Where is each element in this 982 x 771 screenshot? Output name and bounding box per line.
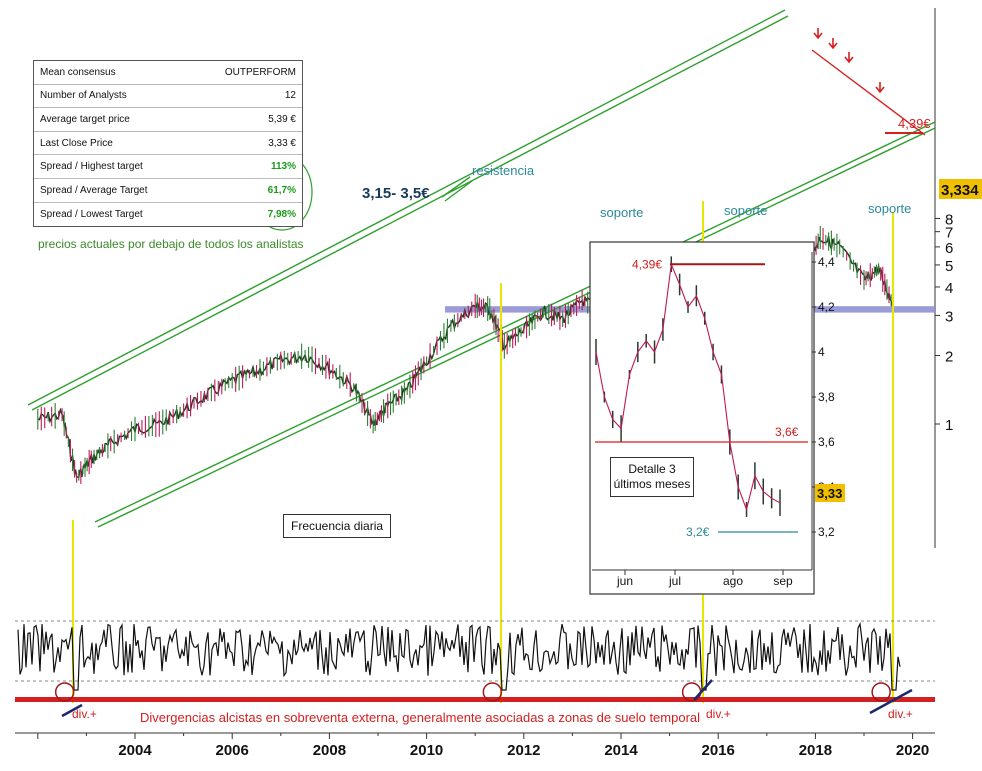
div-plus-label: div.+	[888, 707, 913, 721]
detail-3-2-label: 3,2€	[686, 525, 710, 539]
x-tick-label: 2006	[216, 742, 249, 759]
y-tick-label: 1	[945, 417, 953, 434]
stat-label: Number of Analysts	[40, 90, 127, 102]
stat-label: Spread / Average Target	[40, 184, 148, 196]
stat-row: Spread / Highest target 113%	[34, 155, 302, 179]
sell-arrow-icon	[844, 52, 854, 64]
div-plus-label: div.+	[706, 707, 731, 721]
stat-label: Mean consensus	[40, 66, 116, 78]
divergence-circle	[482, 682, 503, 702]
analyst-note: precios actuales por debajo de todos los…	[38, 237, 304, 251]
stat-label: Spread / Highest target	[40, 161, 143, 173]
x-tick-label: 2020	[896, 742, 929, 759]
stat-row: Number of Analysts 12	[34, 85, 302, 109]
divergence-circle	[871, 682, 891, 702]
y-tick-label: 2	[945, 348, 953, 365]
channel-line	[27, 9, 786, 406]
stat-label: Spread / Lowest Target	[40, 208, 143, 220]
detail-3-6-label: 3,6€	[775, 425, 799, 439]
detail-title-line2: últimos meses	[613, 477, 691, 491]
frequency-label: Frecuencia diaria	[283, 514, 392, 538]
divergence-line	[61, 703, 83, 718]
detail-last-tag: 3,33	[817, 486, 842, 501]
detail-x-tick-label: jul	[668, 574, 681, 588]
annotation-layer: precios actuales por debajo de todos los…	[38, 28, 982, 703]
y-tick-label: 5	[945, 258, 953, 275]
channel-line	[444, 180, 473, 202]
last-price-tag: 3,334	[941, 182, 979, 199]
detail-y-tick-label: 4,4	[818, 255, 835, 269]
x-tick-label: 2018	[799, 742, 832, 759]
detail-y-tick-label: 3,2	[818, 525, 835, 539]
detail-resistance-label: 4,39€	[632, 257, 662, 271]
divergence-circle	[54, 682, 75, 702]
detail-y-tick-label: 4	[818, 345, 825, 359]
last-price-tag-bg	[939, 179, 982, 199]
stat-value: 7,98%	[267, 208, 296, 220]
detail-inset-title: Detalle 3 últimos meses	[610, 457, 694, 497]
divergence-note: Divergencias alcistas en sobreventa exte…	[140, 710, 700, 725]
stat-label: Last Close Price	[40, 137, 113, 149]
detail-last-tag-bg	[815, 484, 845, 502]
resistance-label: resistencia	[472, 163, 535, 178]
x-tick-label: 2004	[118, 742, 152, 759]
divergence-line	[693, 679, 713, 701]
channel-line	[97, 127, 936, 528]
channel-line	[31, 15, 789, 411]
sell-arrow-icon	[828, 38, 838, 50]
target-label: 4,39€	[898, 116, 931, 131]
stat-value: 113%	[270, 161, 296, 173]
detail-y-tick-label: 3,6	[818, 435, 835, 449]
sell-arrow-icon	[813, 28, 823, 40]
stat-value: 61,7%	[267, 184, 296, 196]
detail-x-tick-label: jun	[616, 574, 633, 588]
stat-row: Spread / Lowest Target 7,98%	[34, 203, 302, 227]
detail-y-tick-label: 4,2	[818, 300, 835, 314]
sell-arrow-icon	[875, 82, 885, 94]
x-tick-label: 2016	[702, 742, 735, 759]
detail-y-tick-label: 3,8	[818, 390, 835, 404]
stat-value: 5,39 €	[268, 113, 296, 125]
x-tick-label: 2012	[507, 742, 540, 759]
oscillator-layer: div.+ div.+ div.+ Divergencias alcistas en …	[15, 620, 935, 725]
zone-label: 3,15- 3,5€	[362, 185, 430, 202]
stat-value: 3,33 €	[268, 137, 296, 149]
stat-label: Average target price	[40, 113, 130, 125]
detail-inset-layer: 4,44,243,83,63,43,2junjulagosep4,39€3,6€…	[589, 241, 845, 595]
support-label: soporte	[600, 205, 643, 220]
stat-row: Average target price 5,39 €	[34, 108, 302, 132]
detail-title-line1: Detalle 3	[628, 462, 676, 476]
x-tick-label: 2008	[313, 742, 346, 759]
y-tick-label: 7	[945, 225, 953, 242]
y-tick-label: 6	[945, 240, 953, 257]
channel-lines-layer	[27, 9, 936, 528]
y-tick-label: 4	[945, 280, 953, 297]
x-tick-label: 2010	[410, 742, 443, 759]
stat-value: OUTPERFORM	[224, 66, 296, 78]
downtrend-line	[811, 49, 926, 136]
detail-x-tick-label: ago	[723, 574, 743, 588]
div-plus-label: div.+	[72, 707, 97, 721]
support-label: soporte	[724, 203, 767, 218]
channel-line	[94, 121, 936, 523]
stat-row: Mean consensus OUTPERFORM	[34, 61, 302, 85]
divergence-line	[869, 688, 913, 715]
detail-price-line	[595, 262, 781, 512]
x-tick-label: 2014	[604, 742, 638, 759]
support-label: soporte	[868, 201, 911, 216]
analyst-consensus-table: Mean consensus OUTPERFORM Number of Analys…	[33, 60, 303, 228]
detail-inset-frame	[589, 241, 815, 595]
stat-row: Spread / Average Target 61,7%	[34, 179, 302, 203]
stat-row: Last Close Price 3,33 €	[34, 132, 302, 156]
detail-x-tick-label: sep	[773, 574, 793, 588]
oscillator-line	[17, 621, 901, 691]
stat-value: 12	[284, 90, 296, 102]
y-tick-label: 8	[945, 211, 953, 228]
channel-line	[441, 176, 471, 198]
oversold-band	[15, 697, 935, 702]
y-tick-label: 3	[945, 308, 953, 325]
